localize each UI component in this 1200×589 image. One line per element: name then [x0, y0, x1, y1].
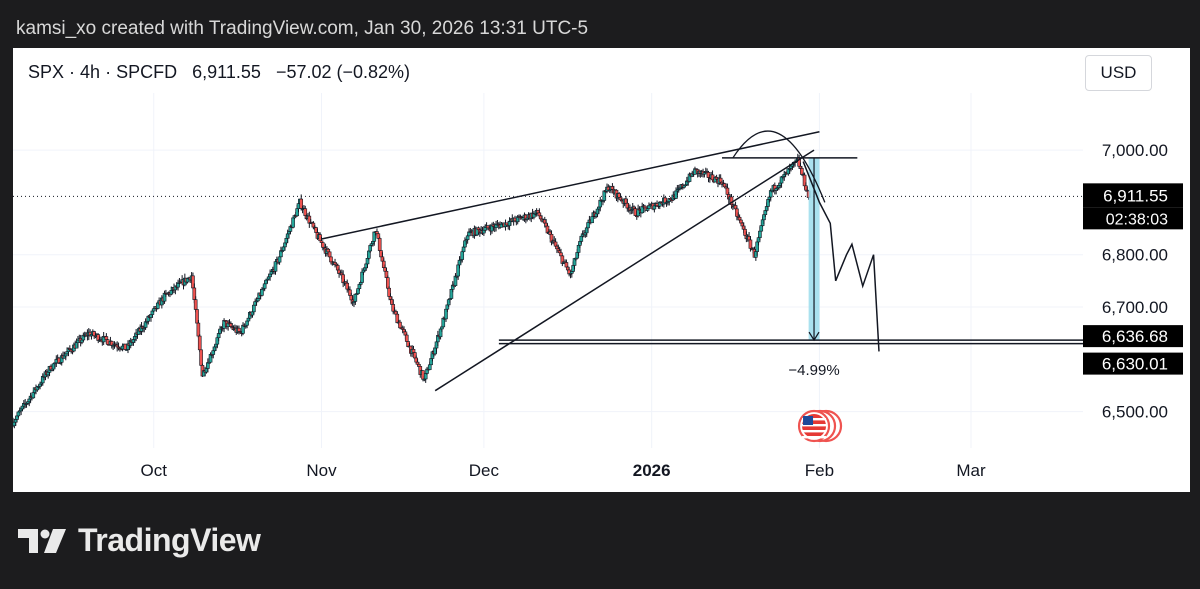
candle-up	[63, 353, 68, 357]
level-a-label-bg	[1083, 325, 1183, 348]
price-chart[interactable]: Oct Nov Dec 2026 Feb Mar 7,000.00 6,800.00 6,700…	[13, 48, 1190, 492]
symbol-header: SPX · 4h · SPCFD 6,911.55 −57.02 (−0.82%…	[28, 62, 411, 82]
x-tick-label: Dec	[469, 461, 500, 480]
level-b-label: 6,630.01	[1083, 352, 1183, 375]
chart-panel[interactable]: Oct Nov Dec 2026 Feb Mar 7,000.00 6,800.00 6,700…	[13, 48, 1190, 492]
candle-up	[758, 230, 762, 238]
flag-stripe	[802, 430, 827, 433]
top-arc	[732, 130, 826, 203]
y-tick-label: 6,700.00	[1102, 298, 1168, 317]
level-b-label-bg	[1083, 352, 1183, 375]
candle-down	[193, 299, 198, 310]
us-flag-event-icon	[797, 409, 831, 443]
candle-down	[326, 248, 331, 253]
level-b-label-text: 6,630.01	[1102, 355, 1168, 374]
candle-up	[245, 320, 249, 326]
level-a-label: 6,636.68	[1083, 325, 1183, 348]
x-tick-label: Mar	[956, 461, 986, 480]
x-tick-label: 2026	[633, 461, 671, 480]
data-source: SPCFD	[116, 62, 178, 82]
y-tick-label: 7,000.00	[1102, 141, 1168, 160]
candle-down	[196, 322, 201, 337]
candle-down	[404, 334, 409, 342]
tradingview-logo: TradingView	[18, 522, 261, 559]
candle-down	[375, 231, 379, 235]
candle-down	[321, 242, 325, 248]
y-tick-label: 6,500.00	[1102, 403, 1168, 422]
candle-up	[262, 283, 267, 289]
currency-button[interactable]: USD	[1085, 55, 1152, 91]
candle-down	[197, 335, 202, 351]
price-change: −57.02	[275, 62, 332, 82]
flag-stripe	[802, 418, 827, 421]
candle-up	[252, 304, 256, 313]
wedge-upper-line	[321, 131, 820, 240]
candle-up	[460, 251, 465, 260]
interval: 4h	[80, 62, 101, 82]
candle-down	[199, 349, 203, 366]
brand-name: TradingView	[78, 522, 261, 558]
candle-up	[277, 256, 282, 263]
candle-down	[398, 321, 402, 329]
candle-up	[291, 217, 295, 228]
candle-up	[16, 411, 21, 417]
candle-down	[377, 238, 382, 251]
level-a-label-text: 6,636.68	[1102, 327, 1168, 346]
candle-down	[327, 251, 332, 258]
price-change-percent: (−0.82%)	[336, 62, 411, 82]
projection-path	[802, 161, 880, 352]
wedge-lower-line	[434, 149, 815, 392]
current-price-label-sub-bg	[1083, 207, 1183, 230]
x-tick-label: Oct	[140, 461, 167, 480]
current-price-label-text: 6,911.55	[1103, 186, 1168, 205]
x-tick-label: Nov	[306, 461, 337, 480]
current-price-label-countdown: 02:38:03	[1106, 211, 1168, 228]
candle-down	[417, 363, 421, 367]
flag-canton	[803, 416, 814, 425]
flag-stripe	[802, 436, 827, 439]
candle-up	[427, 364, 432, 370]
current-price-label: 6,911.55 02:38:03	[1083, 183, 1183, 230]
candle-up	[602, 190, 607, 201]
candle-down	[411, 349, 416, 353]
current-price-label-bg	[1083, 183, 1183, 208]
tradingview-mark-icon	[18, 528, 66, 553]
last-price: 6,911.55	[192, 62, 261, 82]
candle-up	[353, 293, 358, 302]
candle-up	[590, 216, 594, 224]
symbol: SPX	[28, 62, 65, 82]
x-tick-label: Feb	[805, 461, 834, 480]
flag-stripe	[802, 424, 827, 427]
measure-percent-label: −4.99%	[788, 362, 839, 379]
chart-caption: kamsi_xo created with TradingView.com, J…	[16, 18, 589, 39]
y-tick-label: 6,800.00	[1102, 246, 1168, 265]
candle-up	[465, 235, 470, 240]
